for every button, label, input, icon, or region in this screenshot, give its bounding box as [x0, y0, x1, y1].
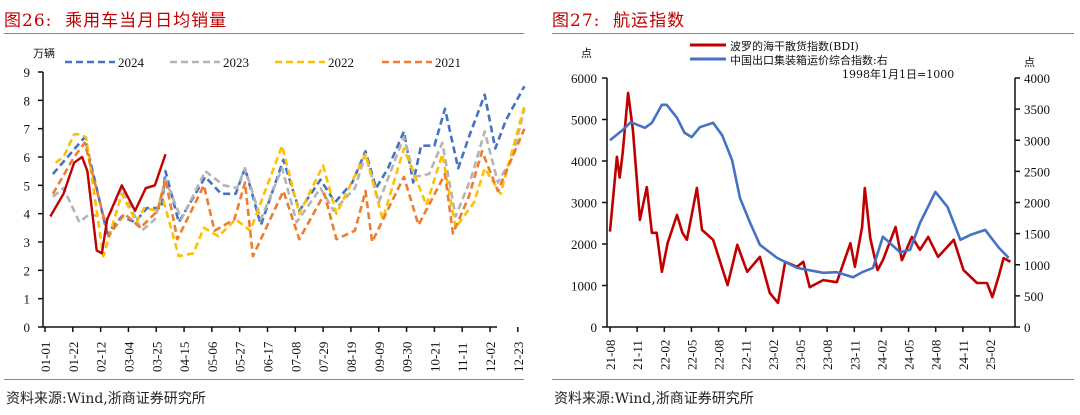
x-tick-label: 10-21 — [427, 342, 442, 372]
y-axis-right-unit: 点 — [1024, 56, 1035, 69]
x-tick-label: 07-08 — [288, 342, 303, 372]
y-tick-label: 2 — [24, 263, 31, 278]
y-tick-label-right: 2000 — [1024, 196, 1050, 211]
series-line-2025 — [49, 153, 167, 255]
series-line-2024 — [51, 85, 526, 235]
source-rule-right — [552, 379, 1074, 380]
x-tick-label: 05-06 — [205, 341, 220, 372]
x-tick-label: 01-01 — [38, 342, 53, 372]
series-line-2023 — [52, 108, 526, 232]
x-tick-label: 22-08 — [712, 340, 727, 370]
y-tick-label-right: 1000 — [1024, 258, 1050, 273]
x-tick-label: 22-02 — [657, 340, 672, 370]
title-rule-left — [4, 33, 524, 34]
x-tick-label: 24-11 — [956, 340, 971, 370]
y-tick-label-left: 4000 — [571, 154, 597, 169]
x-tick-label: 23-08 — [820, 340, 835, 370]
x-tick-label: 01-22 — [66, 342, 81, 372]
y-tick-label-right: 3500 — [1024, 102, 1050, 117]
figure-27-title: 图27: 航运指数 — [552, 11, 686, 31]
y-tick-label: 6 — [24, 150, 31, 165]
x-tick-label: 11-11 — [455, 343, 470, 372]
x-tick-label: 22-11 — [739, 340, 754, 370]
x-tick-label: 23-05 — [793, 340, 808, 370]
x-tick-label: 06-17 — [261, 341, 276, 372]
source-left: 资料来源:Wind,浙商证券研究所 — [6, 391, 206, 407]
y-tick-label-right: 4000 — [1024, 71, 1050, 86]
y-tick-label: 0 — [24, 320, 31, 335]
legend-label-2024: 2024 — [118, 55, 145, 70]
x-tick-label: 23-02 — [766, 340, 781, 370]
legend-label-ccfi: 中国出口集装箱运价综合指数:右 — [730, 53, 888, 67]
x-tick-label: 03-25 — [149, 342, 164, 372]
x-tick-label: 09-09 — [372, 342, 387, 372]
y-tick-label-left: 6000 — [571, 71, 597, 86]
series-line-2021 — [51, 128, 526, 258]
legend-label-2021: 2021 — [435, 55, 461, 70]
y-tick-label: 3 — [24, 235, 31, 250]
y-axis-unit-label: 万辆 — [33, 46, 55, 60]
source-right: 资料来源:Wind,浙商证券研究所 — [554, 391, 754, 407]
x-tick-label: 07-29 — [316, 342, 331, 372]
x-tick-label: 03-04 — [121, 341, 136, 372]
y-tick-label-right: 1500 — [1024, 227, 1050, 242]
y-tick-label-left: 3000 — [571, 196, 597, 211]
y-tick-label: 5 — [24, 178, 31, 193]
y-tick-label: 1 — [24, 292, 31, 307]
y-tick-label: 4 — [24, 207, 31, 222]
x-tick-label: 23-11 — [847, 340, 862, 370]
x-tick-label: 04-15 — [177, 342, 192, 372]
y-tick-label-right: 2500 — [1024, 164, 1050, 179]
x-tick-label: 24-08 — [929, 340, 944, 370]
y-tick-label-right: 500 — [1024, 289, 1044, 304]
title-rule-right — [552, 33, 1074, 34]
base-annotation: 1998年1月1日=1000 — [842, 67, 954, 81]
x-tick-label: 12-02 — [483, 342, 498, 372]
series-line-ccfi — [609, 103, 1010, 279]
x-tick-label: 05-27 — [233, 341, 248, 372]
x-tick-label: 08-19 — [344, 342, 359, 372]
y-tick-label-left: 2000 — [571, 237, 597, 252]
figure-26-title: 图26: 乘用车当月日均销量 — [4, 11, 228, 31]
x-tick-label: 12-23 — [511, 342, 526, 372]
x-tick-label: 24-05 — [902, 340, 917, 370]
x-tick-label: 25-02 — [983, 340, 998, 370]
series-line-2022 — [54, 105, 526, 258]
y-tick-label: 8 — [24, 93, 31, 108]
y-tick-label-left: 1000 — [571, 279, 597, 294]
legend-label-2022: 2022 — [328, 55, 354, 70]
x-tick-label: 02-12 — [94, 342, 109, 372]
legend-label-bdi: 波罗的海干散货指数(BDI) — [730, 39, 859, 53]
x-tick-label: 21-11 — [630, 340, 645, 370]
x-tick-label: 21-08 — [603, 340, 618, 370]
x-tick-label: 24-02 — [874, 340, 889, 370]
y-tick-label-left: 0 — [591, 320, 598, 335]
source-rule-left — [4, 379, 524, 380]
x-tick-label: 09-30 — [400, 342, 415, 372]
y-tick-label: 7 — [24, 122, 31, 137]
y-tick-label-left: 5000 — [571, 113, 597, 128]
y-tick-label: 9 — [24, 65, 31, 80]
y-tick-label-right: 3000 — [1024, 133, 1050, 148]
y-tick-label-right: 0 — [1024, 320, 1031, 335]
legend-label-2023: 2023 — [223, 55, 249, 70]
x-tick-label: 22-05 — [684, 340, 699, 370]
y-axis-left-unit: 点 — [581, 47, 592, 60]
